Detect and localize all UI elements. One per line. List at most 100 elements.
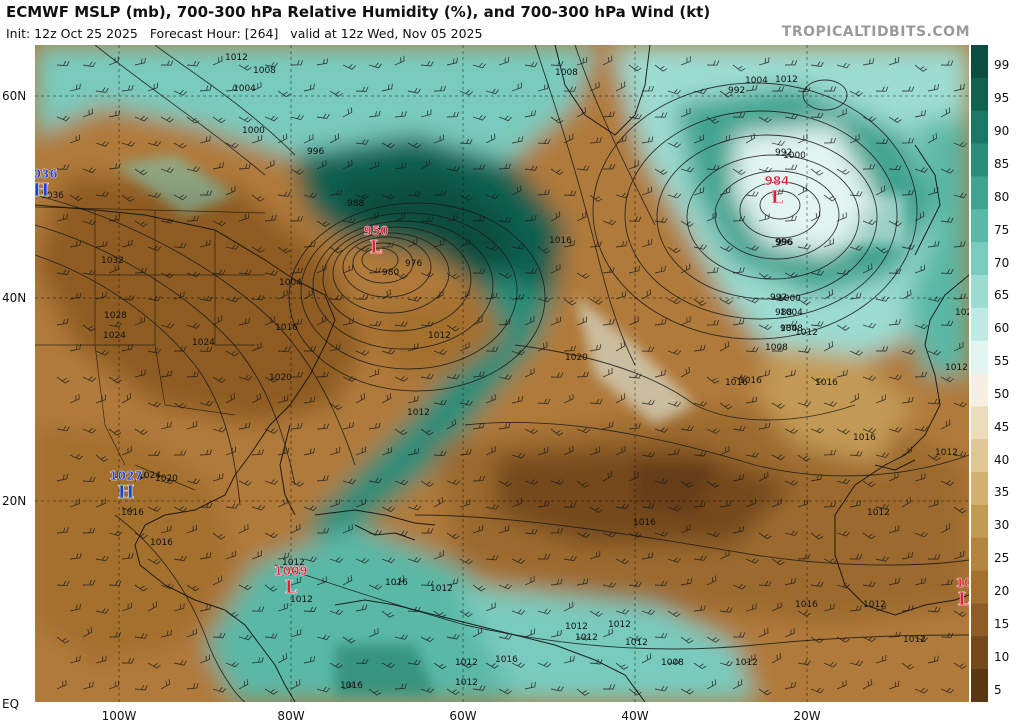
wind-barb — [472, 164, 486, 170]
wind-barb — [56, 318, 69, 326]
wind-barb — [628, 113, 642, 120]
wind-barb — [641, 238, 653, 248]
wind-barbs — [56, 55, 968, 696]
wind-barb — [615, 341, 626, 352]
wind-barb — [914, 635, 929, 642]
wind-barb — [82, 527, 96, 534]
wind-barb — [706, 164, 720, 171]
wind-barb — [420, 321, 434, 327]
isobar-label: 1012 — [903, 635, 926, 645]
wind-barb — [420, 636, 434, 643]
wind-barb — [368, 688, 382, 696]
wind-barb — [823, 603, 835, 612]
wind-barb — [875, 185, 886, 196]
wind-barb — [758, 57, 770, 66]
wind-barb — [290, 318, 303, 326]
wind-barb — [368, 368, 380, 378]
wind-barb — [498, 688, 512, 695]
wind-barb — [238, 479, 253, 486]
wind-barb — [121, 141, 136, 147]
wind-barb — [368, 161, 380, 170]
wind-barb — [602, 628, 613, 638]
wind-barb — [641, 85, 655, 92]
lon-label-20w: 20W — [793, 709, 821, 723]
wind-barb — [511, 185, 522, 196]
wind-barb — [459, 558, 473, 565]
wind-barb — [329, 609, 344, 616]
pressure-center-value: 950 — [363, 224, 388, 238]
wind-barb — [667, 401, 682, 407]
wind-barb — [901, 86, 915, 92]
wind-barb — [251, 246, 265, 253]
wind-barb — [797, 86, 811, 93]
isobar-label: 1016 — [121, 508, 144, 518]
wind-barb — [173, 660, 187, 666]
wind-barb — [420, 159, 431, 170]
wind-barb — [810, 532, 824, 540]
wind-barb — [745, 653, 756, 664]
isobar-label: 1036 — [41, 191, 64, 201]
wind-barb — [589, 241, 602, 248]
wind-barb — [290, 629, 302, 638]
wind-barb — [758, 166, 773, 173]
wind-barb — [303, 505, 318, 512]
wind-barb — [264, 159, 275, 170]
wind-barb — [277, 447, 289, 456]
wind-barb — [914, 371, 928, 378]
wind-barb — [56, 164, 70, 170]
isobar-label: 980 — [382, 268, 399, 278]
wind-barb — [303, 241, 316, 248]
wind-barb — [472, 584, 486, 592]
wind-barb — [589, 298, 603, 305]
lat-label-40n: 40N — [2, 291, 27, 305]
wind-barb — [771, 498, 782, 508]
wind-barb — [836, 636, 850, 643]
wind-barb — [498, 272, 512, 279]
isobar-label: 1016 — [725, 378, 748, 388]
wind-barb — [888, 472, 899, 482]
wind-barb — [186, 116, 200, 124]
wind-barb — [316, 58, 329, 66]
wind-barb — [602, 55, 613, 66]
wind-barb — [732, 679, 743, 690]
wind-barb — [732, 215, 746, 222]
wind-barb — [589, 398, 603, 405]
colorbar-swatch — [971, 570, 988, 604]
wind-barb — [316, 315, 327, 326]
wind-barb — [108, 471, 119, 482]
wind-barb — [680, 578, 693, 586]
wind-barb — [368, 627, 379, 638]
wind-barb — [654, 427, 669, 433]
wind-barb — [550, 372, 564, 378]
wind-barb — [654, 168, 668, 175]
wind-barb — [680, 220, 694, 227]
wind-barb — [797, 659, 811, 666]
wind-barb — [82, 579, 96, 586]
wind-barb — [628, 265, 640, 274]
wind-barb — [82, 376, 97, 382]
wind-barb — [238, 584, 252, 591]
wind-barb — [745, 84, 758, 92]
wind-barb — [862, 263, 873, 274]
wind-barb — [121, 393, 132, 404]
wind-barb — [862, 427, 877, 434]
isobar-label: 1016 — [549, 236, 572, 246]
wind-barb — [745, 245, 760, 251]
wind-barb — [641, 552, 654, 560]
pressure-centers: 1036H950L984L1027H1009L10L — [35, 167, 969, 610]
wind-barb — [446, 324, 460, 332]
wind-barb — [914, 264, 926, 274]
isobar-label: 1000 — [242, 126, 265, 136]
wind-barb — [82, 219, 97, 226]
wind-barb — [446, 111, 460, 118]
wind-barb — [901, 551, 914, 560]
wind-barb — [303, 396, 316, 404]
wind-barb — [914, 531, 929, 538]
wind-barb — [550, 428, 564, 436]
isobar-label: 988 — [347, 199, 364, 209]
wind-barb — [342, 217, 356, 224]
wind-barb — [524, 268, 538, 274]
wind-barb — [797, 454, 811, 462]
wind-barb — [56, 115, 71, 122]
lon-label-100w: 100W — [101, 709, 137, 723]
